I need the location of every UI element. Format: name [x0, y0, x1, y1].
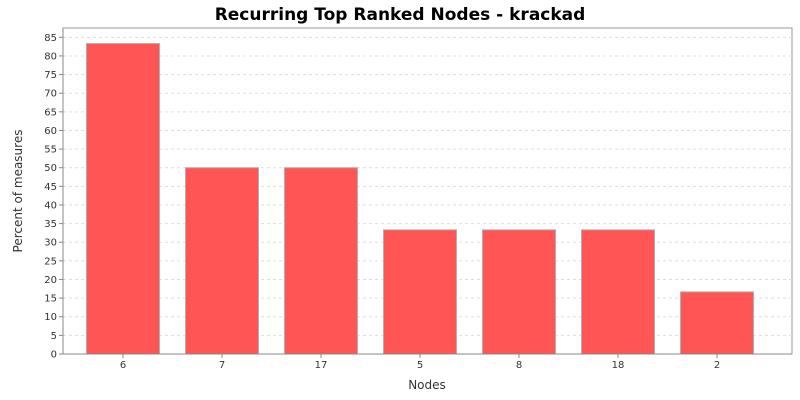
grid-lines	[63, 36, 792, 336]
y-tick-label: 75	[44, 70, 57, 81]
x-tick-label: 7	[219, 360, 225, 371]
y-tick-label: 65	[44, 107, 57, 118]
bar-8	[482, 229, 556, 355]
y-tick-label: 15	[44, 294, 57, 305]
chart-title: Recurring Top Ranked Nodes - krackad	[215, 5, 586, 25]
y-axis: 0 5 10 15 20 25 30 35 40 45 50 55 60 65 70 75 80 85	[44, 28, 64, 361]
x-tick-label: 18	[612, 360, 625, 371]
x-tick-label: 2	[714, 360, 720, 371]
bar-6	[86, 43, 160, 355]
y-tick-label: 40	[44, 200, 57, 211]
y-tick-label: 10	[44, 312, 57, 323]
x-tick-label: 5	[417, 360, 423, 371]
y-tick-label: 30	[44, 238, 57, 249]
bars	[86, 43, 754, 355]
x-tick-label: 17	[315, 360, 328, 371]
y-tick-label: 85	[44, 33, 57, 44]
bar-17	[284, 167, 358, 355]
bar-5	[383, 229, 457, 355]
y-tick-label: 0	[51, 350, 57, 361]
y-tick-label: 50	[44, 163, 57, 174]
bar-2	[680, 291, 754, 355]
bar-7	[185, 167, 259, 355]
y-tick-label: 25	[44, 256, 57, 267]
y-tick-label: 20	[44, 275, 57, 286]
y-tick-label: 55	[44, 145, 57, 156]
y-tick-label: 60	[44, 126, 57, 137]
y-tick-label: 5	[51, 331, 57, 342]
x-tick-label: 6	[120, 360, 126, 371]
y-tick-label: 35	[44, 219, 57, 230]
y-tick-label: 80	[44, 51, 57, 62]
x-tick-label: 8	[516, 360, 522, 371]
x-axis-label: Nodes	[408, 378, 446, 392]
y-tick-label: 70	[44, 89, 57, 100]
y-tick-label: 45	[44, 182, 57, 193]
y-axis-label: Percent of measures	[11, 130, 25, 253]
bar-18	[581, 229, 655, 355]
x-axis: 6 7 17 5 8 18 2	[63, 353, 792, 371]
